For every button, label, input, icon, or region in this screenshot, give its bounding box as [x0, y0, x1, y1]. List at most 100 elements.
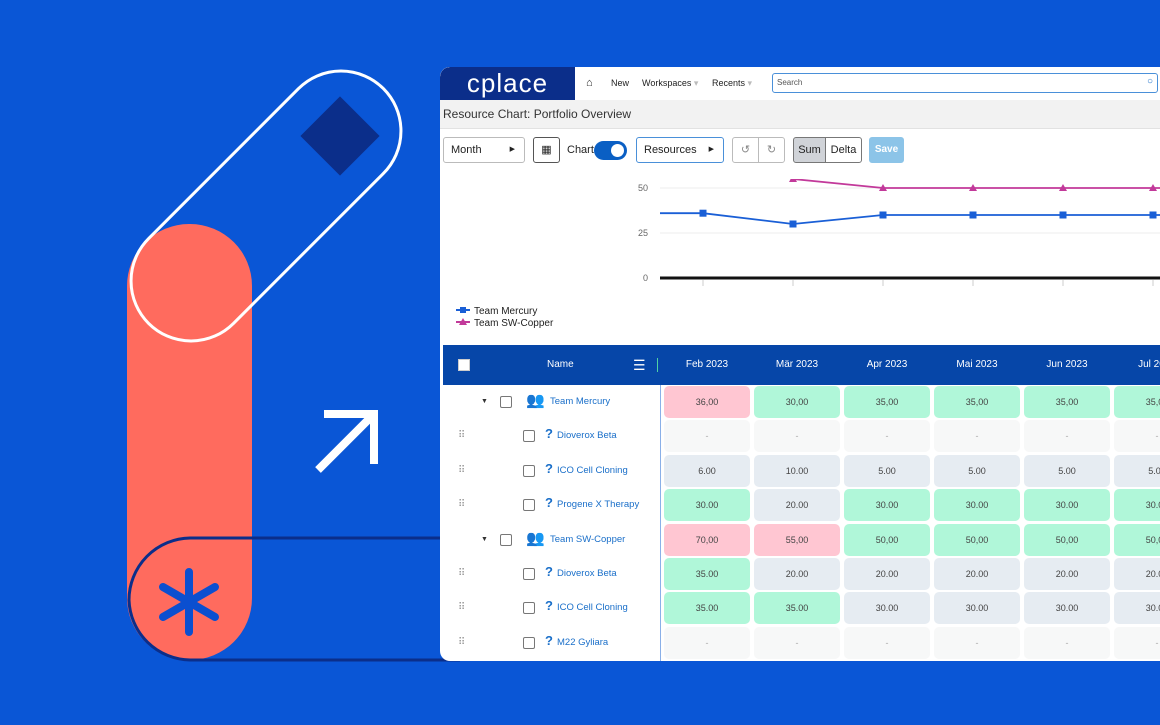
- value-cell[interactable]: 5.00: [934, 454, 1020, 487]
- row-name[interactable]: ICO Cell Cloning: [557, 464, 628, 476]
- value-cell[interactable]: 35,00: [1024, 386, 1110, 418]
- row-checkbox[interactable]: [523, 602, 535, 615]
- expand-caret-icon[interactable]: ▼: [481, 535, 488, 543]
- drag-handle-icon[interactable]: ⠿: [458, 602, 466, 614]
- value-cell[interactable]: -: [664, 420, 750, 453]
- value-cell[interactable]: 30.00: [844, 592, 930, 625]
- select-all-checkbox[interactable]: [458, 359, 470, 371]
- redo-button[interactable]: ↻: [758, 137, 785, 163]
- search-input[interactable]: Search ○: [772, 73, 1158, 93]
- value-cell[interactable]: 50,00: [844, 523, 930, 556]
- value-cell[interactable]: 5.00: [1024, 454, 1110, 487]
- nav-workspaces[interactable]: Workspaces ▾: [642, 67, 698, 100]
- chart-toggle[interactable]: [594, 141, 627, 160]
- row-checkbox[interactable]: [523, 499, 535, 512]
- value-cell[interactable]: 35.00: [664, 558, 750, 590]
- row-checkbox[interactable]: [500, 396, 512, 408]
- value-cell[interactable]: 30.00: [1114, 592, 1160, 625]
- expand-caret-icon[interactable]: ▼: [481, 398, 488, 405]
- value-cell[interactable]: 30.00: [934, 592, 1020, 625]
- row-checkbox[interactable]: [523, 430, 535, 443]
- value-cell[interactable]: 30,00: [754, 386, 840, 418]
- calendar-button[interactable]: ▦: [533, 137, 560, 163]
- project-row[interactable]: ⠿? M22 Gyliara - - - - - -: [443, 626, 1160, 660]
- period-dropdown[interactable]: Month ▶: [443, 137, 525, 163]
- save-button[interactable]: Save: [869, 137, 904, 163]
- outlined-pill: [129, 69, 403, 343]
- value-cell[interactable]: -: [934, 626, 1020, 659]
- value-cell[interactable]: 50,00: [1114, 523, 1160, 556]
- value-cell[interactable]: 30.00: [1024, 592, 1110, 625]
- value-cell[interactable]: 35,00: [844, 386, 930, 418]
- value-cell[interactable]: 20.00: [844, 558, 930, 590]
- project-row[interactable]: ⠿? Progene X Therapy 30.00 20.00 30.00 30.00 3…: [443, 488, 1160, 522]
- value-cell[interactable]: -: [1114, 626, 1160, 659]
- value-cell[interactable]: 10.00: [754, 454, 840, 487]
- value-cell[interactable]: -: [844, 420, 930, 453]
- row-name[interactable]: Dioverox Beta: [557, 568, 617, 579]
- value-cell[interactable]: -: [934, 420, 1020, 453]
- value-cell[interactable]: 5.00: [844, 454, 930, 487]
- value-cell[interactable]: 70,00: [664, 523, 750, 556]
- value-cell[interactable]: 6.00: [664, 454, 750, 487]
- resources-dropdown[interactable]: Resources ▶: [636, 137, 724, 163]
- value-cell[interactable]: 30.00: [844, 489, 930, 522]
- value-cell[interactable]: 50,00: [934, 523, 1020, 556]
- drag-handle-icon[interactable]: ⠿: [458, 568, 466, 579]
- value-cell[interactable]: 30.00: [1114, 489, 1160, 522]
- value-cell[interactable]: 35.00: [664, 592, 750, 625]
- value-cell[interactable]: -: [754, 626, 840, 659]
- team-icon: 👥: [526, 529, 545, 547]
- project-row[interactable]: ⠿? ICO Cell Cloning 6.00 10.00 5.00 5.00 5.00 5…: [443, 454, 1160, 488]
- value-cell[interactable]: 5.00: [1114, 454, 1160, 487]
- drag-handle-icon[interactable]: ⠿: [458, 636, 466, 648]
- drag-handle-icon[interactable]: ⠿: [458, 430, 466, 442]
- nav-new[interactable]: New: [611, 78, 630, 88]
- sum-button[interactable]: Sum: [793, 137, 826, 163]
- row-name[interactable]: Dioverox Beta: [557, 430, 617, 442]
- project-row[interactable]: ⠿? Dioverox Beta 35.00 20.00 20.00 20.00 20.00…: [443, 557, 1160, 591]
- value-cell[interactable]: -: [1114, 420, 1160, 453]
- row-name[interactable]: ICO Cell Cloning: [557, 602, 628, 614]
- home-icon[interactable]: ⌂: [586, 77, 593, 89]
- value-cell[interactable]: -: [844, 626, 930, 659]
- undo-button[interactable]: ↺: [732, 137, 759, 163]
- project-row[interactable]: ⠿? Dioverox Beta - - - - - -: [443, 419, 1160, 453]
- team-row[interactable]: ▼ 👥 Team SW-Copper 70,00 55,00 50,00 50,00 50,0…: [443, 523, 1160, 557]
- team-row[interactable]: ▼ 👥 Team Mercury 36,00 30,00 35,00 35,00 35,00 3…: [443, 385, 1160, 419]
- nav-recents[interactable]: Recents ▾: [712, 67, 752, 100]
- value-cell[interactable]: 20.00: [1024, 558, 1110, 590]
- value-cell[interactable]: 50,00: [1024, 523, 1110, 556]
- value-cell[interactable]: 35,00: [934, 386, 1020, 418]
- project-row[interactable]: ⠿? ICO Cell Cloning 35.00 35.00 30.00 30.00 30…: [443, 591, 1160, 625]
- value-cell[interactable]: 36,00: [664, 386, 750, 418]
- value-cell[interactable]: 35,00: [1114, 386, 1160, 418]
- row-checkbox[interactable]: [523, 568, 535, 580]
- value-cell[interactable]: 20.00: [754, 558, 840, 590]
- nav-workspaces-label: Workspaces: [642, 78, 692, 88]
- drag-handle-icon[interactable]: ⠿: [458, 464, 466, 476]
- value-cell[interactable]: -: [664, 626, 750, 659]
- value-cell[interactable]: 55,00: [754, 523, 840, 556]
- value-cell[interactable]: -: [1024, 420, 1110, 453]
- delta-button[interactable]: Delta: [825, 137, 862, 163]
- value-cell[interactable]: 30.00: [934, 489, 1020, 522]
- row-checkbox[interactable]: [500, 533, 512, 546]
- row-checkbox[interactable]: [523, 636, 535, 649]
- row-name[interactable]: Progene X Therapy: [557, 499, 640, 511]
- row-name[interactable]: Team Mercury: [550, 396, 611, 407]
- column-menu-icon[interactable]: ☰: [633, 357, 646, 373]
- value-cell[interactable]: 20.00: [754, 489, 840, 522]
- row-checkbox[interactable]: [523, 464, 535, 477]
- value-cell[interactable]: 30.00: [1024, 489, 1110, 522]
- value-cell[interactable]: 30.00: [664, 489, 750, 522]
- value-cell[interactable]: 20.00: [1114, 558, 1160, 590]
- search-icon[interactable]: ○: [1146, 76, 1153, 87]
- row-name[interactable]: Team SW-Copper: [550, 533, 626, 545]
- value-cell[interactable]: -: [754, 420, 840, 453]
- row-name[interactable]: M22 Gyliara: [557, 636, 609, 648]
- drag-handle-icon[interactable]: ⠿: [458, 499, 466, 511]
- value-cell[interactable]: 35.00: [754, 592, 840, 625]
- value-cell[interactable]: 20.00: [934, 558, 1020, 590]
- value-cell[interactable]: -: [1024, 626, 1110, 659]
